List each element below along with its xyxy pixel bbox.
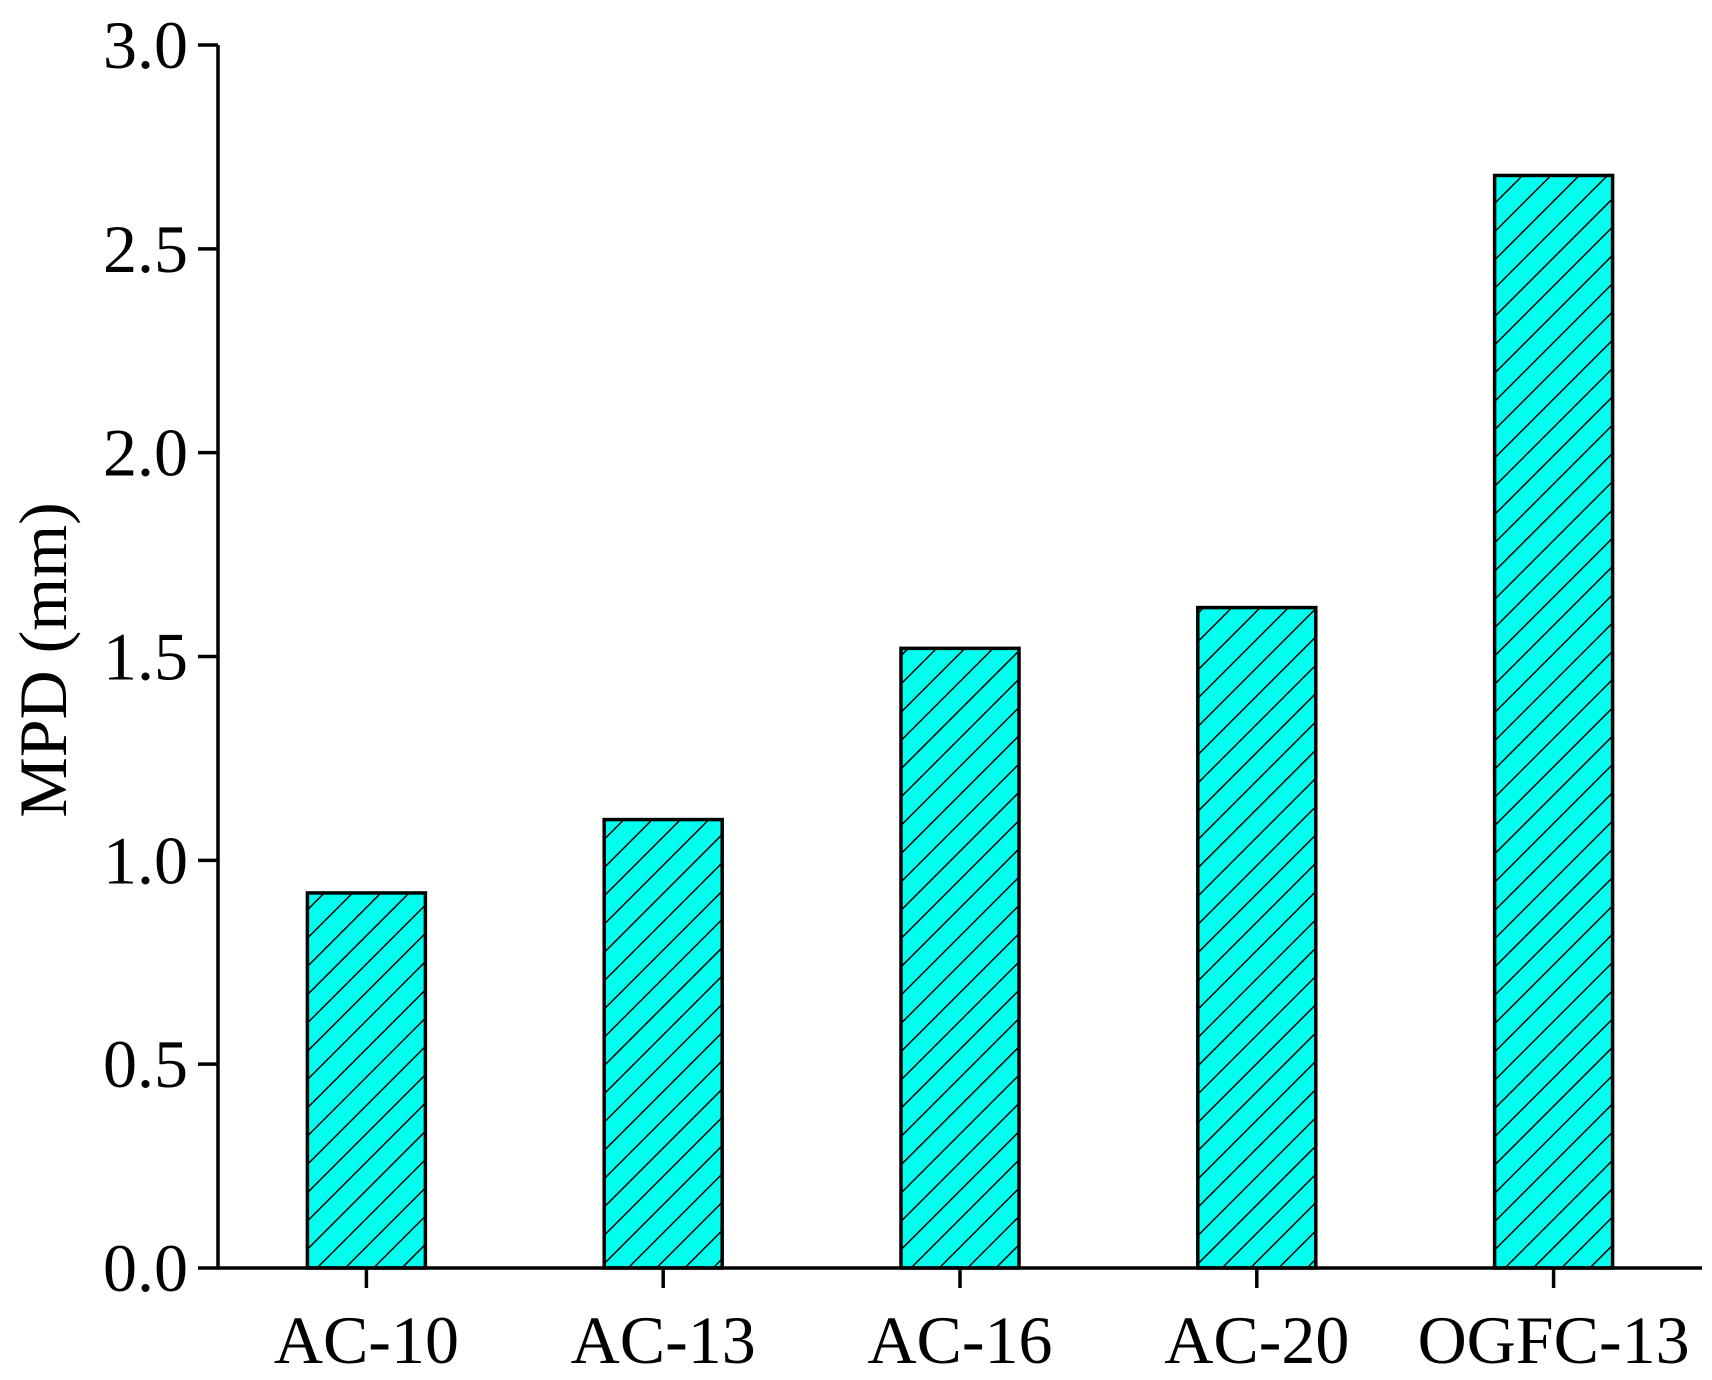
bars-group: [305, 173, 1615, 1270]
y-tick-label: 3.0: [103, 7, 188, 83]
y-ticks-group: 0.0 0.5 1.0 1.5 2.0 2.5 3.0: [103, 7, 218, 1306]
x-tick-label: AC-20: [1164, 1302, 1349, 1378]
y-tick-label: 1.0: [103, 822, 188, 898]
bar-ac-16: [899, 646, 1021, 1270]
x-tick-label: OGFC-13: [1418, 1302, 1690, 1378]
x-tick-label: AC-10: [274, 1302, 459, 1378]
y-tick-label: 1.5: [103, 619, 188, 695]
y-tick-label: 2.5: [103, 211, 188, 287]
x-tick-label: AC-16: [867, 1302, 1052, 1378]
x-ticks-group: AC-10 AC-13 AC-16 AC-20 OGFC-13: [274, 1268, 1690, 1378]
bar-ac-20: [1196, 605, 1318, 1270]
bar-ac-10: [305, 891, 428, 1270]
bar-ogfc-13: [1492, 173, 1615, 1270]
y-tick-label: 2.0: [103, 415, 188, 491]
y-tick-label: 0.0: [103, 1230, 188, 1306]
y-tick-label: 0.5: [103, 1026, 188, 1102]
y-axis-title: MPD (mm): [5, 502, 81, 817]
bar-ac-13: [602, 817, 724, 1270]
x-tick-label: AC-13: [571, 1302, 756, 1378]
